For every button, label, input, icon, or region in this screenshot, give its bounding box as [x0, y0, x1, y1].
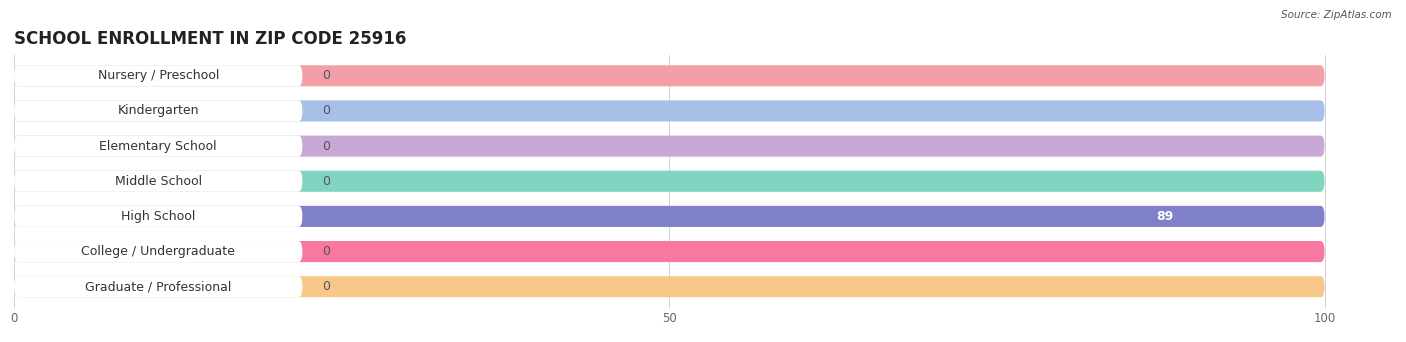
Text: Elementary School: Elementary School	[100, 140, 217, 153]
Text: Kindergarten: Kindergarten	[118, 104, 200, 117]
FancyBboxPatch shape	[14, 135, 302, 157]
Text: College / Undergraduate: College / Undergraduate	[82, 245, 235, 258]
Text: 0: 0	[322, 140, 330, 153]
Text: 0: 0	[322, 69, 330, 82]
FancyBboxPatch shape	[14, 276, 1324, 297]
Text: 0: 0	[322, 175, 330, 188]
Text: 0: 0	[322, 245, 330, 258]
Text: Graduate / Professional: Graduate / Professional	[84, 280, 232, 293]
Text: Nursery / Preschool: Nursery / Preschool	[97, 69, 219, 82]
Text: High School: High School	[121, 210, 195, 223]
Text: 0: 0	[322, 104, 330, 117]
FancyBboxPatch shape	[14, 241, 1324, 262]
Text: Source: ZipAtlas.com: Source: ZipAtlas.com	[1281, 10, 1392, 20]
Text: Middle School: Middle School	[115, 175, 202, 188]
FancyBboxPatch shape	[14, 171, 302, 192]
FancyBboxPatch shape	[14, 65, 1324, 87]
FancyBboxPatch shape	[14, 171, 1324, 192]
FancyBboxPatch shape	[14, 135, 1324, 157]
FancyBboxPatch shape	[14, 206, 302, 227]
FancyBboxPatch shape	[14, 276, 302, 297]
FancyBboxPatch shape	[14, 101, 1324, 121]
FancyBboxPatch shape	[14, 241, 302, 262]
Text: SCHOOL ENROLLMENT IN ZIP CODE 25916: SCHOOL ENROLLMENT IN ZIP CODE 25916	[14, 30, 406, 48]
FancyBboxPatch shape	[14, 101, 302, 121]
Text: 89: 89	[1157, 210, 1174, 223]
FancyBboxPatch shape	[14, 65, 302, 87]
Text: 0: 0	[322, 280, 330, 293]
FancyBboxPatch shape	[14, 206, 1324, 227]
